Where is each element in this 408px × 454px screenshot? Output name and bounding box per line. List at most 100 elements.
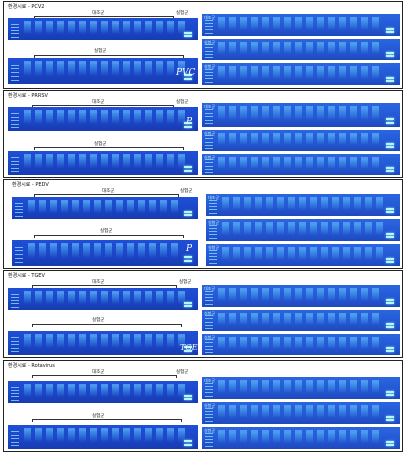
positive-band <box>184 121 192 124</box>
lane-smear <box>284 383 291 393</box>
gel-well <box>295 337 302 340</box>
gel-well <box>57 61 64 64</box>
gel-well <box>284 337 291 340</box>
gel-well <box>328 42 335 45</box>
gel-well <box>72 243 79 246</box>
gel-well <box>57 291 64 294</box>
gel-well <box>46 154 53 157</box>
lane-smear <box>240 69 247 79</box>
lane-smear <box>123 294 130 304</box>
lane-smear <box>90 431 97 442</box>
gel-well <box>240 380 247 383</box>
ladder-lane <box>10 18 20 40</box>
lane-smear <box>156 24 163 34</box>
lane-smear <box>79 64 86 76</box>
lane-smear <box>332 250 339 260</box>
gel-well <box>229 380 236 383</box>
lane-smear <box>361 136 368 146</box>
lane-smear <box>57 113 64 124</box>
lane-smear <box>372 408 379 418</box>
gel-well <box>251 288 258 291</box>
lane-smear <box>112 64 119 76</box>
lane-smear <box>123 113 130 124</box>
gel-well <box>28 243 35 246</box>
lane-smear <box>295 69 302 79</box>
gel-well <box>123 110 130 113</box>
gel-well <box>273 430 280 433</box>
gel-left-top <box>12 197 198 219</box>
gel-well <box>222 247 229 250</box>
lane-smear <box>299 200 306 210</box>
ladder-lane <box>10 151 20 175</box>
gel-well <box>46 61 53 64</box>
lane-smear <box>57 431 64 442</box>
panel-title: 환경시료 - PCV2 <box>8 4 45 10</box>
positive-band <box>184 31 192 34</box>
gel-well <box>328 380 335 383</box>
lane-smear <box>251 69 258 79</box>
gel-well <box>24 334 31 337</box>
lane-smear <box>178 24 185 34</box>
lane-smear <box>339 20 346 30</box>
gel-well <box>160 243 167 246</box>
gel-well <box>178 154 185 157</box>
lane-smear <box>240 20 247 30</box>
lane-smear <box>68 24 75 34</box>
lane-smear <box>306 160 313 170</box>
gel-well <box>372 66 379 69</box>
gel-well <box>156 61 163 64</box>
positive-band <box>386 52 394 55</box>
gel-well <box>277 222 284 225</box>
lane-smear <box>372 20 379 30</box>
gel-well <box>306 430 313 433</box>
gel-well <box>339 288 346 291</box>
gel-well <box>218 157 225 160</box>
lane-smear <box>218 20 225 30</box>
lane-smear <box>112 113 119 124</box>
gel-well <box>306 337 313 340</box>
gel-well <box>46 21 53 24</box>
gel-well <box>295 157 302 160</box>
lane-smear <box>24 24 31 34</box>
positive-band <box>386 298 394 301</box>
gel-well <box>123 21 130 24</box>
lane-smear <box>240 136 247 146</box>
gel-well <box>273 42 280 45</box>
gel-well <box>273 133 280 136</box>
positive-band <box>386 394 394 397</box>
gel-well <box>123 334 130 337</box>
ladder-lane <box>14 197 24 219</box>
lane-smear <box>101 337 108 348</box>
gel-well <box>262 17 269 20</box>
lane-smear <box>284 408 291 418</box>
lane-smear <box>284 340 291 350</box>
lane-smear <box>101 157 108 168</box>
gel-well <box>350 337 357 340</box>
lane-smear <box>284 109 291 120</box>
lane-smear <box>240 340 247 350</box>
lane-smear <box>218 433 225 443</box>
gel-well <box>94 200 101 203</box>
lane-smear <box>229 291 236 301</box>
gel-well <box>361 313 368 316</box>
gel-right-3: 실험군 <box>202 334 400 355</box>
gel-well <box>295 66 302 69</box>
gel-right-1: 대조군 <box>202 285 400 307</box>
gel-well <box>90 334 97 337</box>
panel-title: 환경시료 - PEDV <box>12 182 49 188</box>
lane-smear <box>339 160 346 170</box>
lane-smear <box>72 203 79 213</box>
lane-smear <box>127 246 134 258</box>
gel-well <box>218 313 225 316</box>
lane-smear <box>376 250 383 260</box>
lane-smear <box>251 340 258 350</box>
positive-band <box>386 207 394 210</box>
gel-well <box>24 384 31 387</box>
ladder-lane <box>208 194 218 216</box>
lane-smear <box>310 225 317 235</box>
gel-well <box>332 197 339 200</box>
gel-well <box>372 288 379 291</box>
gel-well <box>112 110 119 113</box>
gel-well <box>376 247 383 250</box>
positive-band <box>386 261 394 264</box>
